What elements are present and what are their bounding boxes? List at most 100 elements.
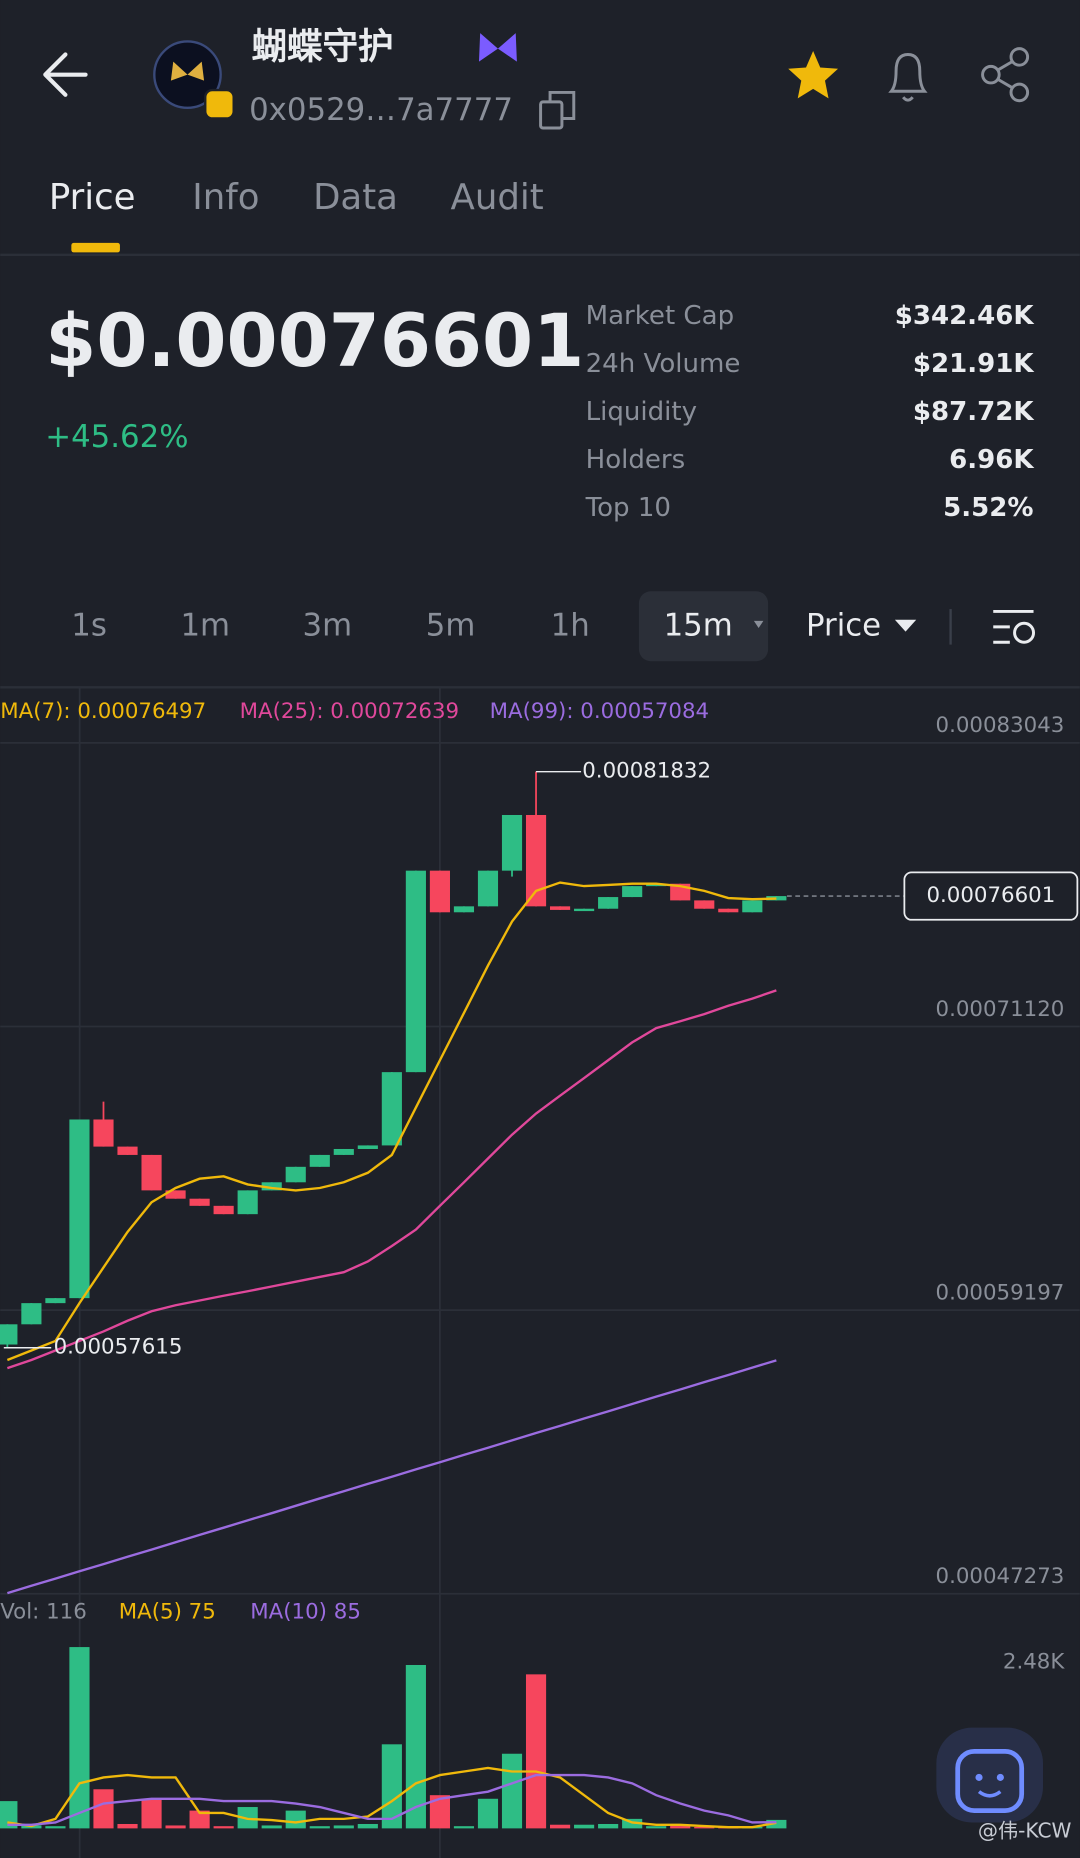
- ma-line: [6, 881, 777, 1362]
- candle-body: [213, 1205, 234, 1215]
- volume-bar: [429, 1795, 450, 1829]
- candle-body: [189, 1198, 210, 1206]
- volume-ma-line: [7, 1766, 777, 1829]
- stat-label: Top 10: [585, 493, 671, 523]
- candle-body: [237, 1190, 258, 1215]
- legend-ma7: MA(7): 0.00076497: [0, 699, 206, 724]
- chart-mode-menu[interactable]: Price: [806, 607, 881, 643]
- volume-bar: [525, 1674, 547, 1829]
- current-price: $0.00076601: [45, 299, 584, 384]
- legend-volume: Vol: 116: [0, 1600, 87, 1625]
- stat-value: $21.91K: [913, 349, 1035, 379]
- volume-bar: [333, 1825, 354, 1829]
- current-price-label: 0.00076601: [926, 883, 1055, 908]
- volume-bar: [45, 1826, 66, 1829]
- favorite-button[interactable]: [788, 50, 839, 99]
- volume-bar: [550, 1824, 571, 1829]
- legend-vol-ma10: MA(10) 85: [250, 1600, 361, 1625]
- candle-body: [501, 814, 523, 871]
- stat-value: 5.52%: [943, 493, 1033, 523]
- stat-value: 6.96K: [949, 445, 1034, 475]
- candle-body: [598, 897, 619, 909]
- volume-bar: [574, 1824, 595, 1829]
- candle-body: [309, 1154, 330, 1167]
- candle-body: [357, 1145, 378, 1149]
- stat-label: Liquidity: [586, 397, 697, 427]
- price-change: +45.62%: [45, 419, 188, 455]
- candle-body: [21, 1303, 42, 1325]
- tab[interactable]: Data: [313, 177, 398, 218]
- volume-bar: [213, 1826, 234, 1829]
- candle-body: [622, 886, 643, 898]
- candle-body: [381, 1072, 402, 1146]
- y-tick-label: 2.48K: [1003, 1649, 1065, 1674]
- ma-line: [6, 989, 777, 1370]
- stat-value: $87.72K: [913, 397, 1035, 427]
- candle-body: [718, 908, 739, 913]
- candle-body: [477, 870, 499, 907]
- volume-ma-line: [7, 1773, 777, 1826]
- volume-bar: [477, 1798, 499, 1829]
- candle-body: [117, 1146, 138, 1155]
- y-tick-label: 0.00047273: [936, 1564, 1065, 1589]
- volume-bar: [309, 1826, 330, 1829]
- copy-button[interactable]: [539, 90, 576, 130]
- candle-body: [261, 1182, 282, 1191]
- volume-bar: [670, 1826, 691, 1829]
- assistant-button[interactable]: [936, 1727, 1044, 1823]
- tab[interactable]: Info: [192, 177, 259, 218]
- volume-bar: [501, 1753, 523, 1829]
- timeframe[interactable]: 1s: [71, 607, 107, 643]
- legend-ma25: MA(25): 0.00072639: [240, 699, 459, 724]
- candle-body: [45, 1298, 66, 1304]
- candle-body: [69, 1119, 90, 1299]
- legend-ma99: MA(99): 0.00057084: [490, 699, 709, 724]
- volume-bar: [261, 1825, 282, 1829]
- active-timeframe-bg: [638, 591, 769, 662]
- volume-bar: [766, 1819, 787, 1829]
- volume-bar: [117, 1823, 138, 1829]
- candle-body: [694, 900, 715, 909]
- volume-bar: [165, 1825, 186, 1829]
- alert-button[interactable]: [888, 53, 928, 102]
- candle-body: [429, 870, 450, 913]
- timeframe[interactable]: 15m: [664, 607, 733, 643]
- candle-body: [165, 1190, 186, 1199]
- candle-body: [574, 908, 595, 912]
- timeframe[interactable]: 5m: [426, 607, 476, 643]
- candle-body: [525, 814, 547, 907]
- volume-bar: [598, 1823, 619, 1829]
- ma-line: [7, 1359, 777, 1595]
- butterfly-icon: [478, 33, 517, 62]
- avatar-butterfly: [170, 61, 205, 81]
- share-button[interactable]: [981, 47, 1030, 103]
- high-label: 0.00081832: [582, 759, 711, 784]
- current-price-box: [903, 871, 1079, 921]
- candle-body: [93, 1119, 114, 1147]
- volume-bar: [381, 1744, 402, 1829]
- token-address: 0x0529…7a7777: [249, 92, 513, 128]
- stat-label: 24h Volume: [586, 349, 741, 379]
- timeframe[interactable]: 3m: [302, 607, 352, 643]
- volume-bar: [189, 1810, 210, 1829]
- back-button[interactable]: [43, 52, 88, 97]
- volume-bar: [357, 1823, 378, 1829]
- candle-body: [141, 1154, 162, 1191]
- timeframe-caret: [753, 620, 764, 629]
- chart-settings[interactable]: [993, 609, 1036, 644]
- volume-bar: [285, 1810, 306, 1829]
- low-label: 0.00057615: [54, 1335, 183, 1360]
- candle-body: [0, 1324, 18, 1345]
- menu-caret: [894, 619, 917, 632]
- chain-badge: [204, 88, 235, 120]
- tab[interactable]: Audit: [451, 177, 544, 218]
- tab[interactable]: Price: [49, 177, 136, 218]
- timeframe[interactable]: 1h: [551, 607, 590, 643]
- stat-value: $342.46K: [895, 301, 1035, 331]
- candle-body: [550, 906, 571, 910]
- timeframe[interactable]: 1m: [180, 607, 230, 643]
- candle-body: [405, 870, 426, 1073]
- candle-body: [453, 906, 475, 913]
